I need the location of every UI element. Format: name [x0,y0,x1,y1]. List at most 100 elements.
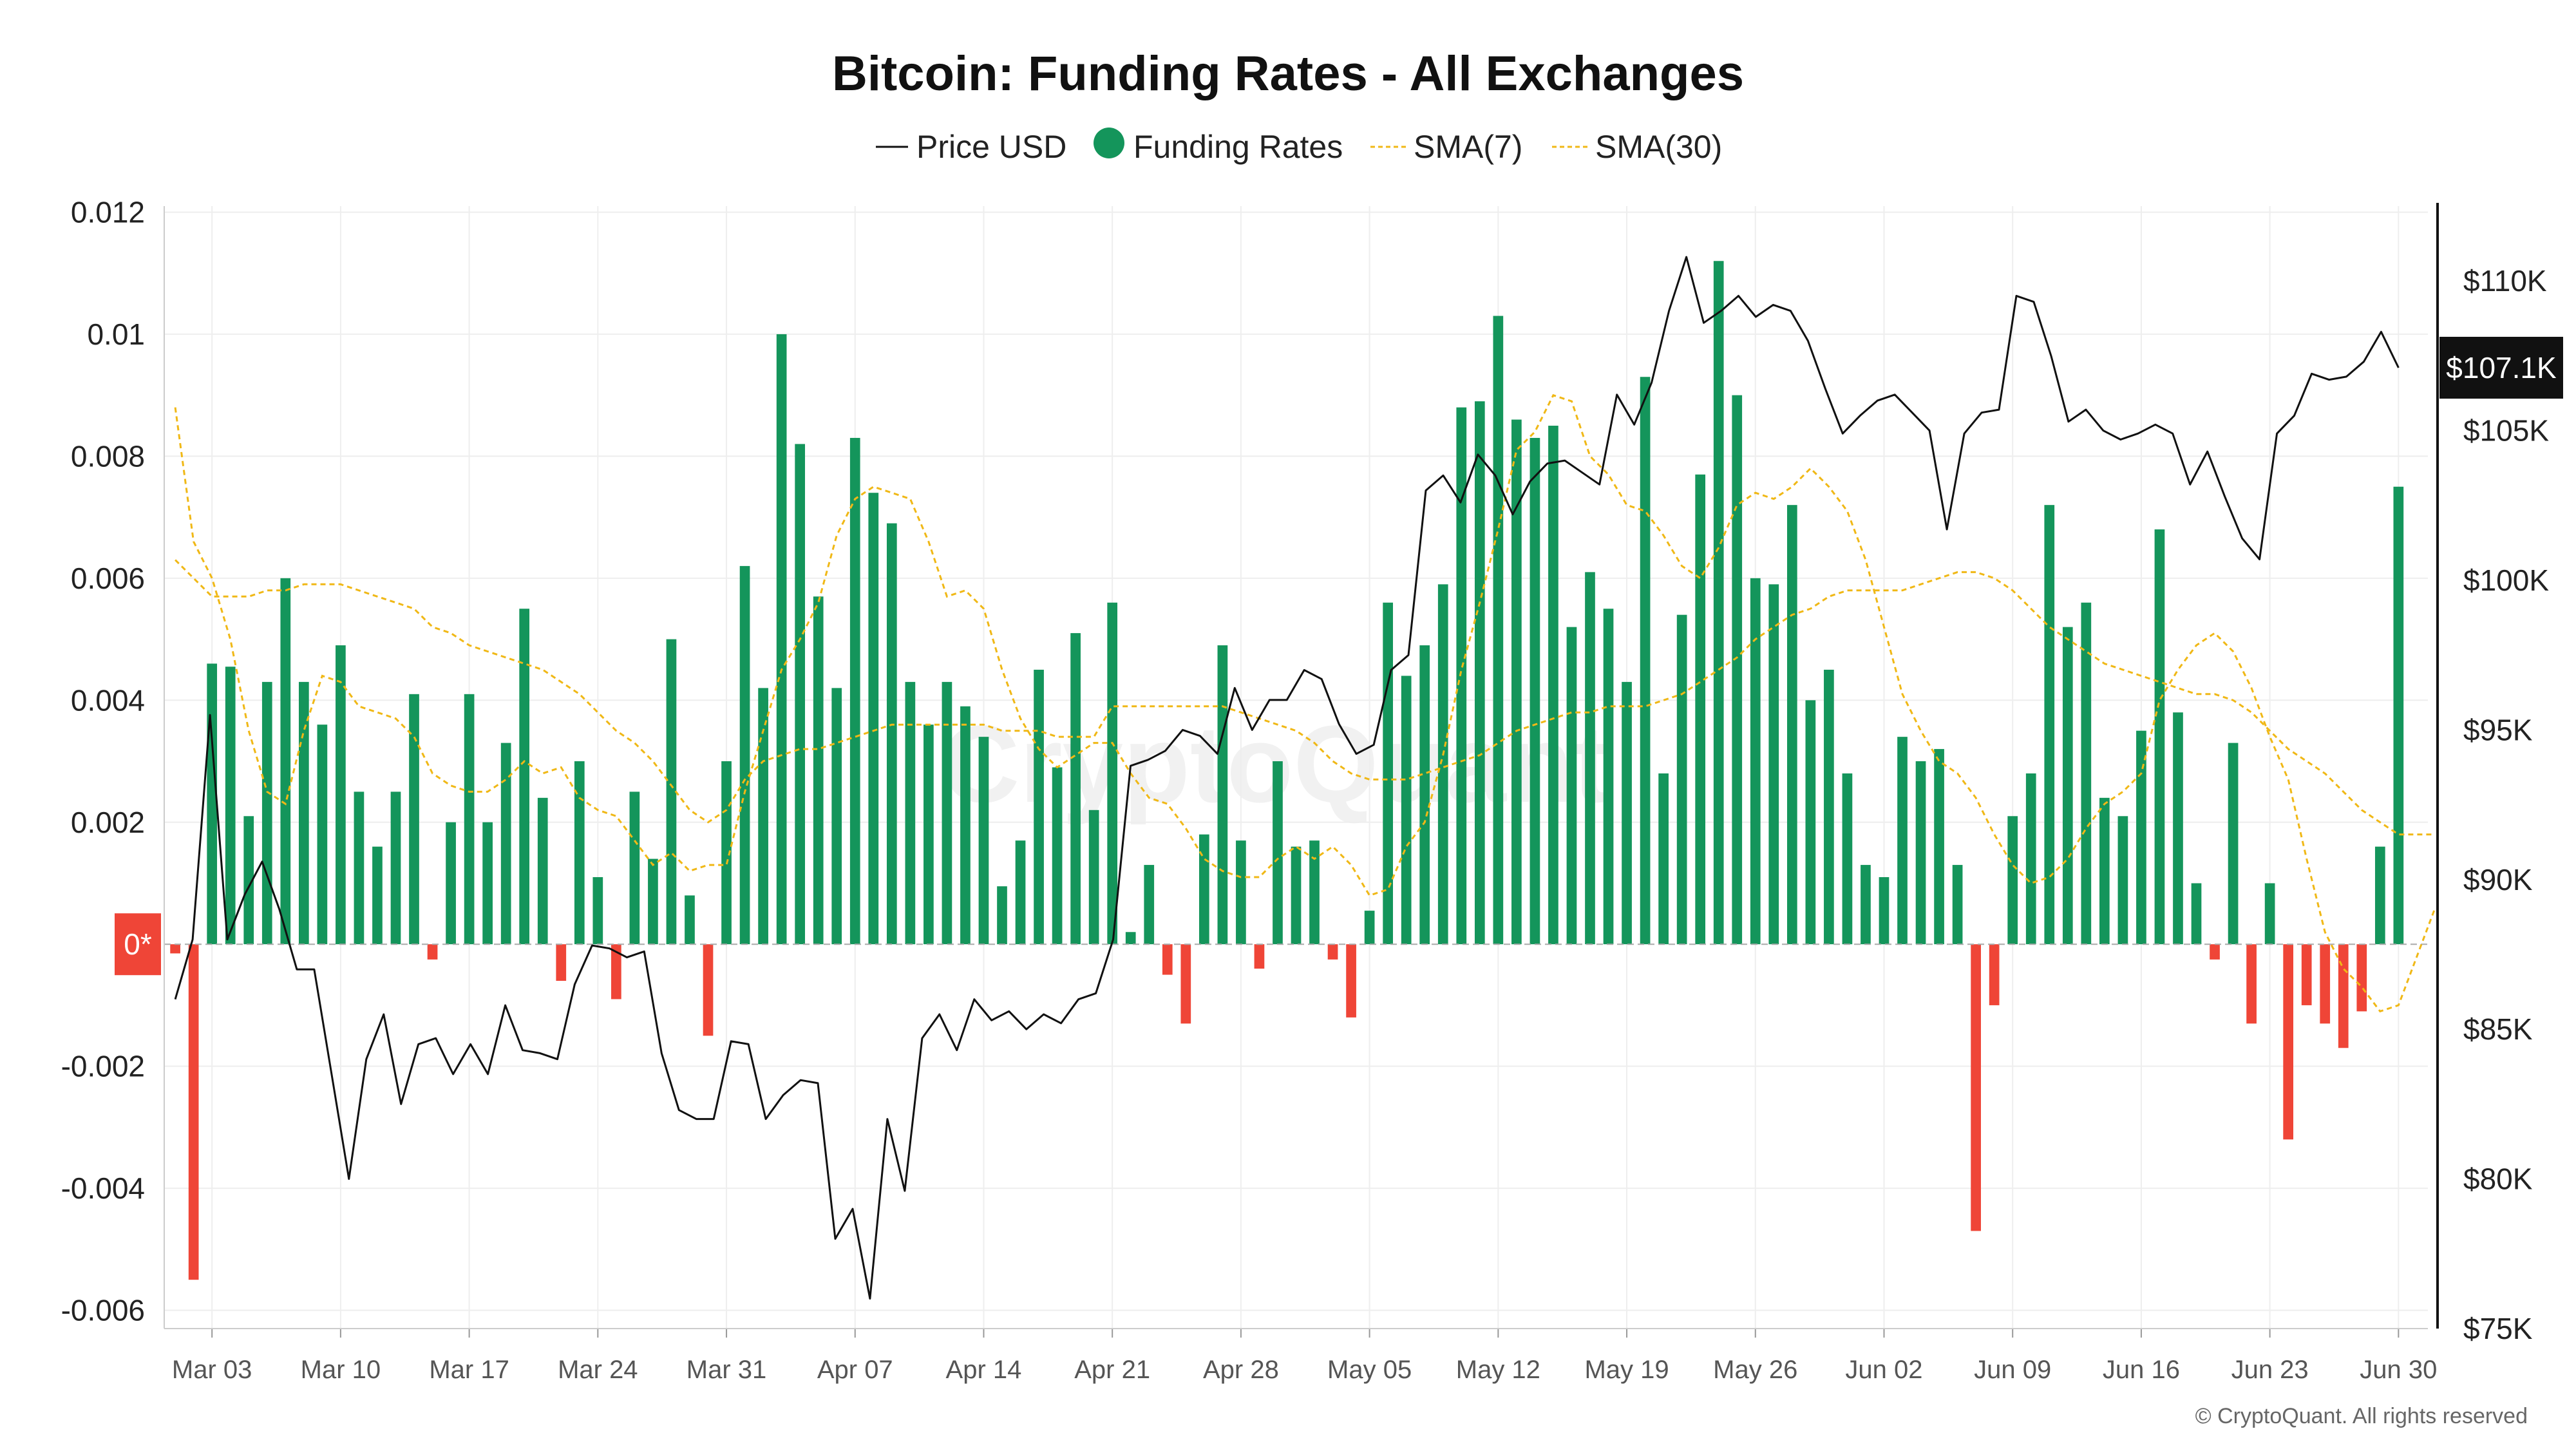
x-tick-label: Mar 03 [172,1356,252,1384]
right-tick-label: $95K [2463,713,2533,746]
funding-rate-bar [758,688,768,945]
current-price-label: $107.1K [2446,351,2557,384]
funding-rate-bar [739,565,750,945]
right-axis-ticks: $110K $105K $100K $95K $90K $85K $80K $75K [2463,264,2549,1345]
funding-rate-bar [1236,840,1246,945]
funding-rate-bar [2320,944,2331,1024]
funding-rate-bar [1511,419,1522,945]
funding-rate-bar [1658,773,1669,945]
funding-rate-bar [611,944,621,999]
left-tick-label: 0.002 [71,806,145,839]
legend-sma7-label: SMA(7) [1414,129,1522,165]
funding-rate-bar [354,791,365,945]
funding-rate-bar [2338,944,2349,1048]
funding-rate-bar [2191,883,2202,945]
x-tick-label: Jun 23 [2231,1356,2309,1384]
funding-rate-bar [261,681,272,945]
funding-rate-bar [225,667,236,945]
funding-rate-bar [2007,816,2018,945]
badges-layer: 0* $107.1K [115,336,2563,976]
funding-rate-bar [464,694,475,945]
funding-rate-bar [997,886,1007,945]
funding-rate-bar [960,706,971,945]
x-tick-label: Mar 10 [301,1356,381,1384]
x-tick-label: Mar 24 [558,1356,638,1384]
funding-rate-bar [1364,911,1375,945]
funding-rate-bar [2283,944,2294,1140]
funding-rate-bar [1861,865,1871,945]
funding-rate-bar [703,944,714,1036]
legend-price-label: Price USD [916,129,1066,165]
sma-lines [174,393,2436,1013]
funding-rate-bar [1401,676,1412,945]
funding-rate-bar [666,639,677,945]
funding-rate-bar [1934,749,1944,945]
funding-rate-bar [1824,669,1834,945]
x-tick-label: Jun 02 [1845,1356,1922,1384]
funding-rate-bar [1713,261,1724,945]
funding-rate-bar [1879,877,1889,945]
legend-sma30-label: SMA(30) [1595,129,1722,165]
funding-rate-bar [1952,865,1963,945]
left-axis-ticks: 0.012 0.01 0.008 0.006 0.004 0.002 -0.002 -0.00… [61,195,145,1327]
funding-rate-bar [1217,645,1228,945]
left-tick-label: 0.006 [71,562,145,595]
funding-rate-bar [2210,944,2220,960]
funding-rate-bar [923,724,934,945]
funding-rate-bar [942,681,952,945]
right-tick-label: $80K [2463,1162,2533,1196]
funding-rate-bar [1273,761,1283,945]
right-tick-label: $90K [2463,863,2533,896]
funding-rate-bar [298,681,309,945]
funding-rate-bar [1768,584,1779,945]
funding-rate-bar [482,822,493,945]
funding-rate-bar [1732,395,1743,945]
legend-item-sma7[interactable]: SMA(7) [1370,129,1522,165]
funding-rate-bar [1676,614,1687,945]
funding-rate-bar [831,688,842,945]
x-tick-label: Mar 31 [687,1356,767,1384]
legend-item-sma30[interactable]: SMA(30) [1552,129,1722,165]
funding-rate-bar [1125,932,1136,945]
funding-rate-bar [685,895,695,945]
x-tick-label: Mar 17 [429,1356,509,1384]
funding-rate-bar [409,694,419,945]
x-tick-label: May 26 [1713,1356,1797,1384]
funding-rate-bar [1585,572,1595,945]
funding-rate-bar [1327,944,1338,960]
funding-rate-bar [813,596,824,945]
funding-rate-bar [1603,609,1614,945]
funding-rate-bar [2246,944,2257,1024]
funding-rate-bar [2154,529,2165,945]
funding-rate-bar [1750,578,1761,945]
x-tick-label: Jun 30 [2360,1356,2437,1384]
x-tick-label: Jun 16 [2103,1356,2180,1384]
funding-rate-bar [1805,700,1816,945]
funding-rate-bar [1622,681,1632,945]
left-tick-label: 0.01 [87,317,145,351]
legend-item-price[interactable]: Price USD [876,129,1066,165]
funding-rate-bar [1015,840,1026,945]
funding-rate-bar [446,822,456,945]
funding-rate-bar [2117,816,2128,945]
x-tick-label: May 05 [1327,1356,1412,1384]
funding-rate-bar [1419,645,1430,945]
funding-rate-bar [868,493,879,945]
funding-rate-bar [1180,944,1191,1024]
right-tick-label: $75K [2463,1312,2533,1345]
funding-rate-bar [556,944,567,981]
legend-funding-rates-swatch [1094,128,1124,158]
funding-rate-bar [372,846,383,945]
funding-rate-bar [1897,737,1908,945]
funding-rate-bar [1346,944,1356,1018]
funding-rate-bar [170,944,180,954]
funding-rate-bar [427,944,438,960]
funding-rate-bar [2301,944,2312,1005]
funding-rate-bar [629,791,640,945]
funding-rate-bar [2228,743,2239,945]
legend-item-funding-rates[interactable]: Funding Rates [1094,128,1343,165]
chart-title: Bitcoin: Funding Rates - All Exchanges [832,46,1744,101]
funding-rate-bar [2173,712,2183,945]
funding-rate-bar [2025,773,2036,945]
x-tick-label: Apr 21 [1074,1356,1150,1384]
